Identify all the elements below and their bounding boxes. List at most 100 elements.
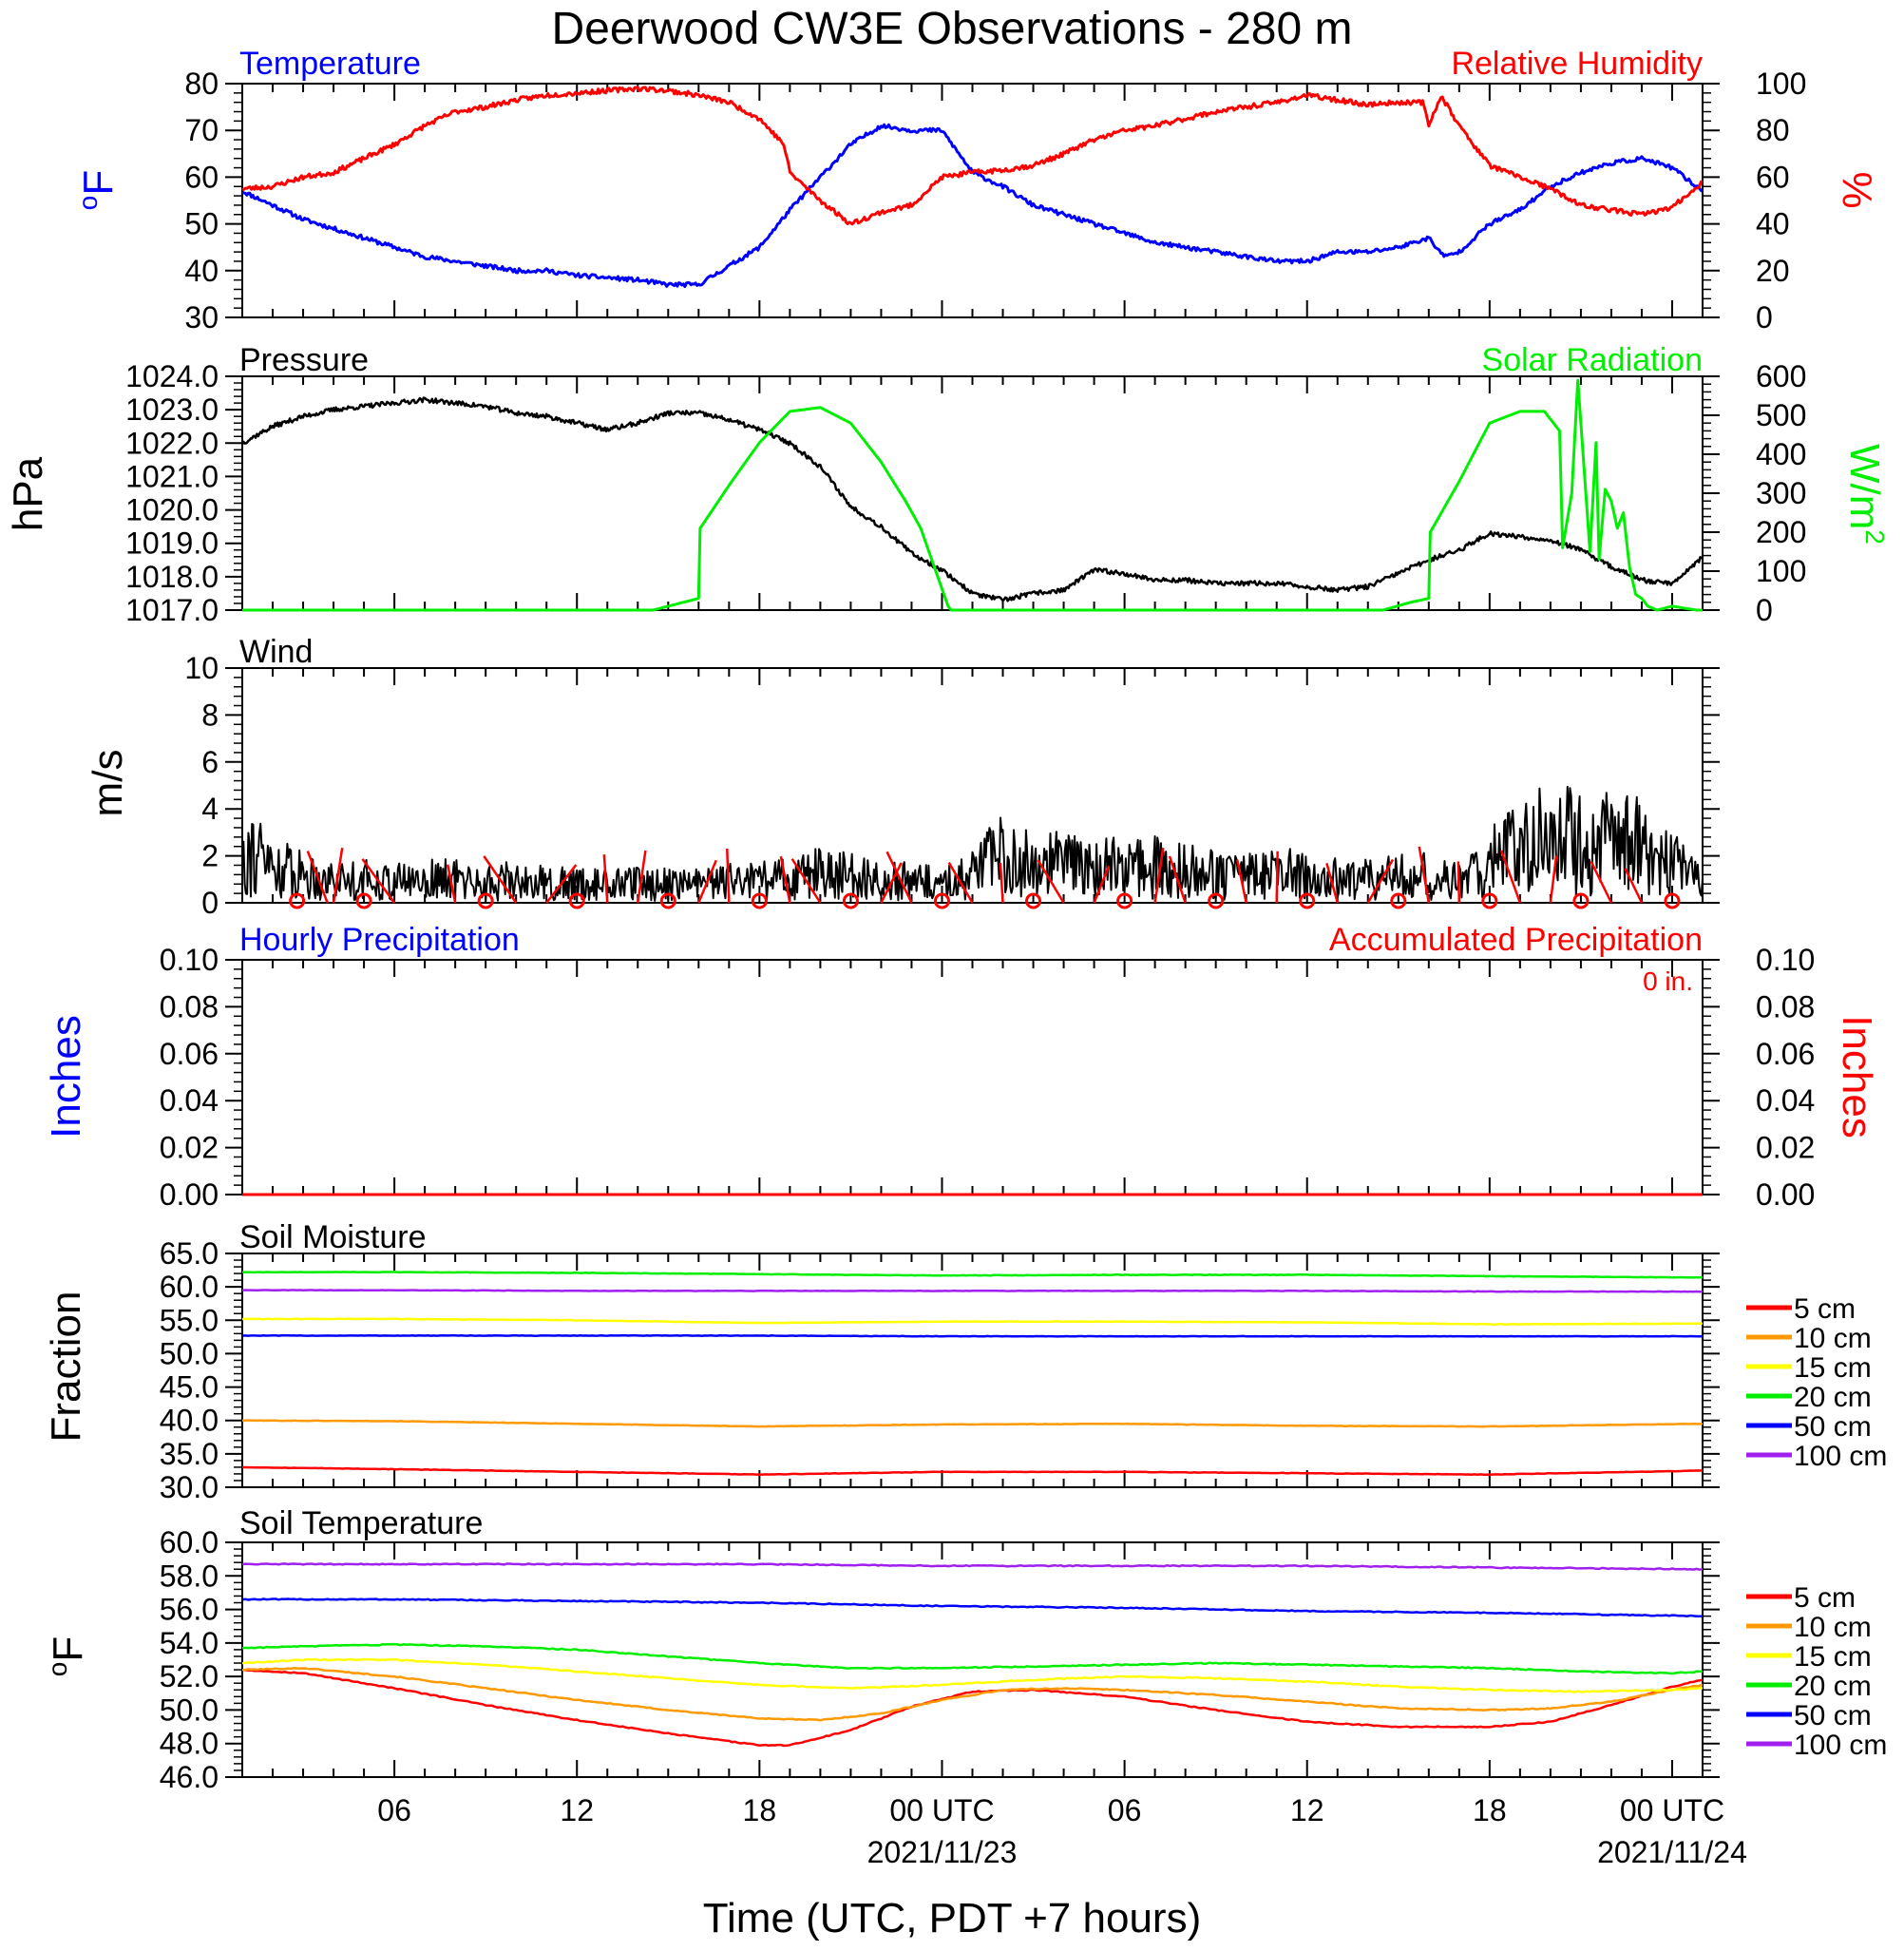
wind-barb [1549,855,1558,904]
y-right-tick-label: 0.06 [1756,1037,1815,1071]
soil-temperature-legend-label: 5 cm [1794,1582,1856,1614]
x-tick-date-label: 2021/11/23 [867,1835,1018,1869]
y-right-tick-label: 400 [1756,437,1806,471]
calm-wind-circle [933,892,950,909]
wind-barb [1366,858,1395,904]
y-tick-label: 1019.0 [125,526,219,561]
wind-barb [697,859,717,904]
soil-temperature-legend-label: 20 cm [1794,1671,1872,1702]
wind-barb [483,855,518,904]
y-tick-label: 60.0 [160,1270,219,1304]
wind-barb [1235,859,1247,904]
calm-wind-circle [751,892,768,909]
soil-moisture-legend-label: 100 cm [1794,1441,1887,1472]
soil-temperature-legend-label: 15 cm [1794,1641,1872,1673]
pressure-line [240,396,1704,603]
wind-barb [1153,847,1165,904]
y-right-tick-label: 0 [1756,300,1773,335]
y-tick-label: 54.0 [160,1626,219,1660]
temperature-title: Temperature [239,46,421,82]
accum-precip-total: 0 in. [1643,966,1693,996]
soil-temperature-legend-label: 50 cm [1794,1700,1872,1731]
y-tick-label: 56.0 [160,1593,219,1627]
soil-temperature-line-15cm [241,1657,1704,1693]
wind-barb [1624,868,1644,904]
y-right-tick-label: 40 [1756,207,1790,241]
plot-area-border [241,1253,1704,1488]
soil-moisture-legend-label: 5 cm [1794,1293,1856,1325]
wind-barb [545,864,578,904]
humidity-title: Relative Humidity [1451,46,1703,82]
calm-wind-circle [1664,892,1681,909]
y-right-tick-label: 200 [1756,515,1806,549]
wind-barb [999,862,1004,904]
y-tick-label: 1018.0 [125,560,219,594]
wind-barb [361,858,396,904]
soil-moisture-legend-label: 50 cm [1794,1411,1872,1443]
y-tick-label: 0.08 [160,989,219,1023]
wind-barb [602,854,609,904]
wind-barb [1457,861,1461,904]
panel-precip: Hourly Precipitation Accumulated Precipi… [43,922,1880,1138]
calm-wind-circle [477,892,494,909]
y-tick-label: 60 [184,160,219,194]
panel-frame-3: 0 2 4 6 8 10 [184,651,1720,920]
x-tick-label: 06 [377,1793,411,1827]
calm-wind-circle [1572,892,1590,909]
y-tick-label: 2 [201,839,219,873]
soil-temperature-legend-label: 100 cm [1794,1730,1887,1761]
soil-moisture-legend-label: 15 cm [1794,1352,1872,1384]
wind-barb [1168,855,1187,904]
calm-wind-circle [1481,892,1498,909]
y-tick-label: 48.0 [160,1727,219,1761]
humidity-line [241,86,1703,226]
plot-area-border [241,83,1704,318]
wind-title: Wind [239,634,313,670]
x-tick-label: 00 UTC [889,1793,994,1827]
wind-barb [726,848,731,904]
panel-frame-1: 30 40 50 60 70 80 0 20 40 60 80 100 [184,67,1806,335]
soil-moisture-unit-label: Fraction [43,1291,89,1443]
wind-speed-line [241,785,1704,902]
y-tick-label: 1021.0 [125,459,219,493]
calm-wind-circle [1025,892,1042,909]
y-right-tick-label: 80 [1756,113,1790,147]
y-tick-label: 35.0 [160,1437,219,1471]
y-right-tick-label: 500 [1756,398,1806,432]
y-tick-label: 46.0 [160,1760,219,1794]
wind-barb [332,847,344,904]
soil-temperature-line-5cm [241,1669,1704,1748]
y-tick-label: 50.0 [160,1693,219,1727]
x-tick-label: 18 [1473,1793,1507,1827]
y-tick-label: 40.0 [160,1404,219,1438]
y-right-tick-label: 0 [1756,593,1773,627]
pressure-title: Pressure [239,342,369,378]
hourly-precip-title: Hourly Precipitation [239,922,520,958]
soil-temperature-line-100cm [241,1562,1704,1571]
soil-moisture-line-20cm [241,1271,1704,1279]
y-tick-label: 55.0 [160,1303,219,1337]
y-tick-label: 6 [201,745,219,779]
wind-barb [1093,865,1111,904]
soil-temperature-line-20cm [241,1642,1703,1675]
calm-wind-circle [1116,892,1133,909]
y-right-tick-label: 0.00 [1756,1177,1815,1212]
temperature-unit-label: oF [73,170,122,210]
accum-precip-unit-label: Inches [1834,1015,1880,1138]
y-right-tick-label: 60 [1756,160,1790,194]
y-tick-label: 30.0 [160,1470,219,1504]
wind-barb [637,850,647,904]
y-tick-label: 1017.0 [125,593,219,627]
wind-barb [1499,850,1522,904]
y-tick-label: 0.00 [160,1177,219,1212]
y-tick-label: 0 [201,886,219,920]
y-tick-label: 8 [201,698,219,732]
y-right-tick-label: 0.02 [1756,1131,1815,1165]
y-tick-label: 0.06 [160,1037,219,1071]
calm-wind-circle [1390,892,1407,909]
calm-wind-circle [568,892,585,909]
soil-moisture-line-100cm [241,1289,1704,1293]
y-tick-label: 1020.0 [125,493,219,527]
solar-title: Solar Radiation [1482,342,1703,378]
